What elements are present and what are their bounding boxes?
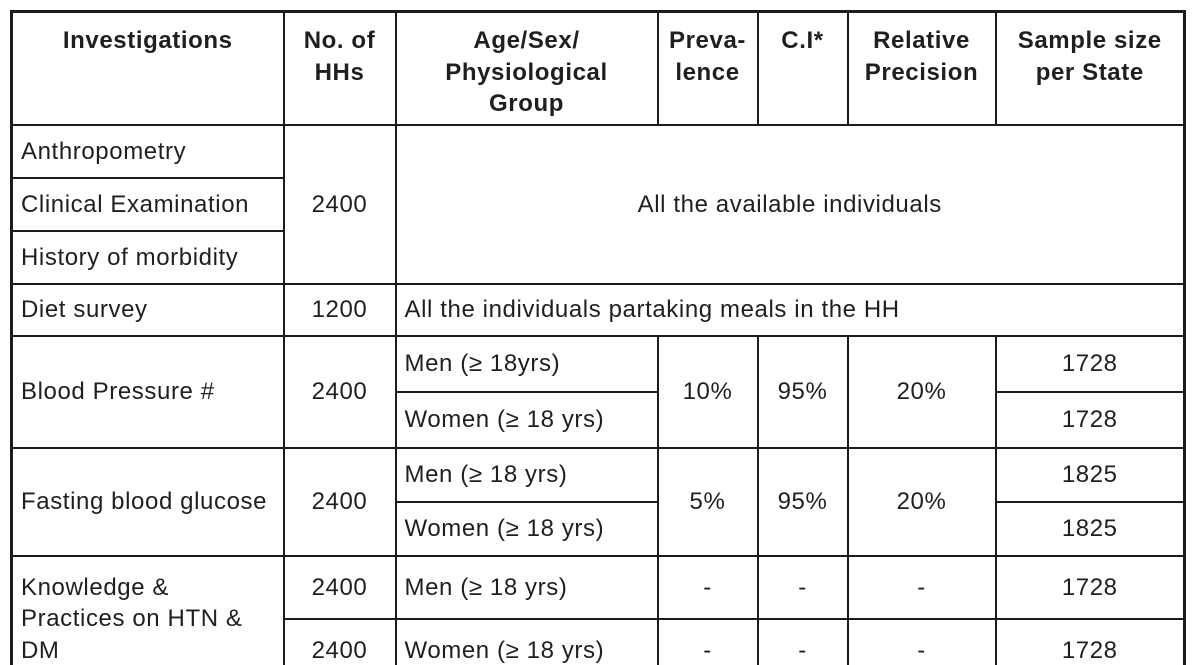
cell-bp-men-sample: 1728 [994, 335, 1186, 394]
cell-knowledge-men-group: Men (≥ 18 yrs) [394, 555, 659, 621]
cell-knowledge-men-prevalence: - [656, 555, 759, 621]
cell-knowledge-women-relative-precision: - [846, 618, 997, 665]
cell-knowledge-women-ci: - [756, 618, 849, 665]
cell-hhs-fasting-glucose: 2400 [282, 447, 397, 558]
header-ci: C.I* [756, 10, 849, 127]
header-sample-size: Sample size per State [994, 10, 1186, 127]
cell-investigation-diet: Diet survey [10, 283, 285, 338]
row-blood-pressure-women: Women (≥ 18 yrs) 1728 [12, 391, 1186, 450]
cell-bp-relative-precision: 20% [846, 335, 997, 450]
row-blood-pressure-men: Blood Pressure # 2400 Men (≥ 18yrs) 10% … [10, 335, 1186, 450]
cell-fbg-men-sample: 1825 [994, 447, 1186, 504]
cell-investigation-fasting-glucose: Fasting blood glucose [10, 447, 285, 558]
cell-knowledge-men-relative-precision: - [846, 555, 997, 621]
cell-fbg-women-sample: 1825 [994, 501, 1186, 558]
cell-bp-ci: 95% [756, 335, 849, 450]
row-anthropometry: Anthropometry 2400 All the available ind… [10, 124, 1186, 286]
row-knowledge-women: 2400 Women (≥ 18 yrs) - - - 1728 [12, 618, 1186, 665]
cell-bp-women-group: Women (≥ 18 yrs) [394, 391, 659, 450]
cell-hhs-diet: 1200 [282, 283, 397, 338]
cell-investigation-blood-pressure: Blood Pressure # [10, 335, 285, 450]
cell-fbg-prevalence: 5% [656, 447, 759, 558]
header-relative-precision: Relative Precision [846, 10, 997, 127]
row-history-of-morbidity: History of morbidity [10, 230, 1185, 286]
cell-bp-women-sample: 1728 [994, 391, 1186, 450]
row-knowledge-men: Knowledge & Practices on HTN & DM 2400 M… [10, 555, 1186, 665]
row-diet-survey: Diet survey 1200 All the individuals par… [10, 283, 1186, 338]
cell-note-all-available: All the available individuals [394, 124, 1186, 286]
header-prevalence: Preva- lence [656, 10, 759, 127]
row-fasting-glucose-men: Fasting blood glucose 2400 Men (≥ 18 yrs… [10, 447, 1186, 558]
row-fasting-glucose-women: Women (≥ 18 yrs) 1825 [12, 501, 1186, 558]
cell-hhs-knowledge-men: 2400 [282, 555, 397, 621]
cell-fbg-relative-precision: 20% [846, 447, 997, 558]
cell-knowledge-women-prevalence: - [656, 618, 759, 665]
cell-hhs-blood-pressure: 2400 [282, 335, 397, 450]
cell-fbg-ci: 95% [756, 447, 849, 558]
cell-hhs-group1: 2400 [282, 124, 397, 286]
header-row: Investigations No. of HHs Age/Sex/ Physi… [10, 10, 1186, 127]
cell-knowledge-men-ci: - [756, 555, 849, 621]
cell-knowledge-men-sample: 1728 [994, 555, 1186, 621]
cell-investigation-knowledge: Knowledge & Practices on HTN & DM [10, 555, 285, 665]
survey-design-table: Investigations No. of HHs Age/Sex/ Physi… [10, 10, 1186, 665]
cell-knowledge-women-sample: 1728 [994, 618, 1186, 665]
cell-bp-prevalence: 10% [656, 335, 759, 450]
cell-investigation-clinical: Clinical Examination [10, 177, 285, 233]
cell-bp-men-group: Men (≥ 18yrs) [394, 335, 659, 394]
cell-investigation-history: History of morbidity [10, 230, 285, 286]
header-age-sex-group: Age/Sex/ Physiological Group [394, 10, 659, 127]
header-investigations: Investigations [10, 10, 285, 127]
cell-knowledge-women-group: Women (≥ 18 yrs) [394, 618, 659, 665]
header-no-of-hhs: No. of HHs [282, 10, 397, 127]
cell-fbg-men-group: Men (≥ 18 yrs) [394, 447, 659, 504]
cell-investigation-anthropometry: Anthropometry [10, 124, 285, 180]
cell-hhs-knowledge-women: 2400 [282, 618, 397, 665]
cell-fbg-women-group: Women (≥ 18 yrs) [394, 501, 659, 558]
cell-note-diet: All the individuals partaking meals in t… [394, 283, 1186, 338]
row-clinical-examination: Clinical Examination [10, 177, 1185, 233]
